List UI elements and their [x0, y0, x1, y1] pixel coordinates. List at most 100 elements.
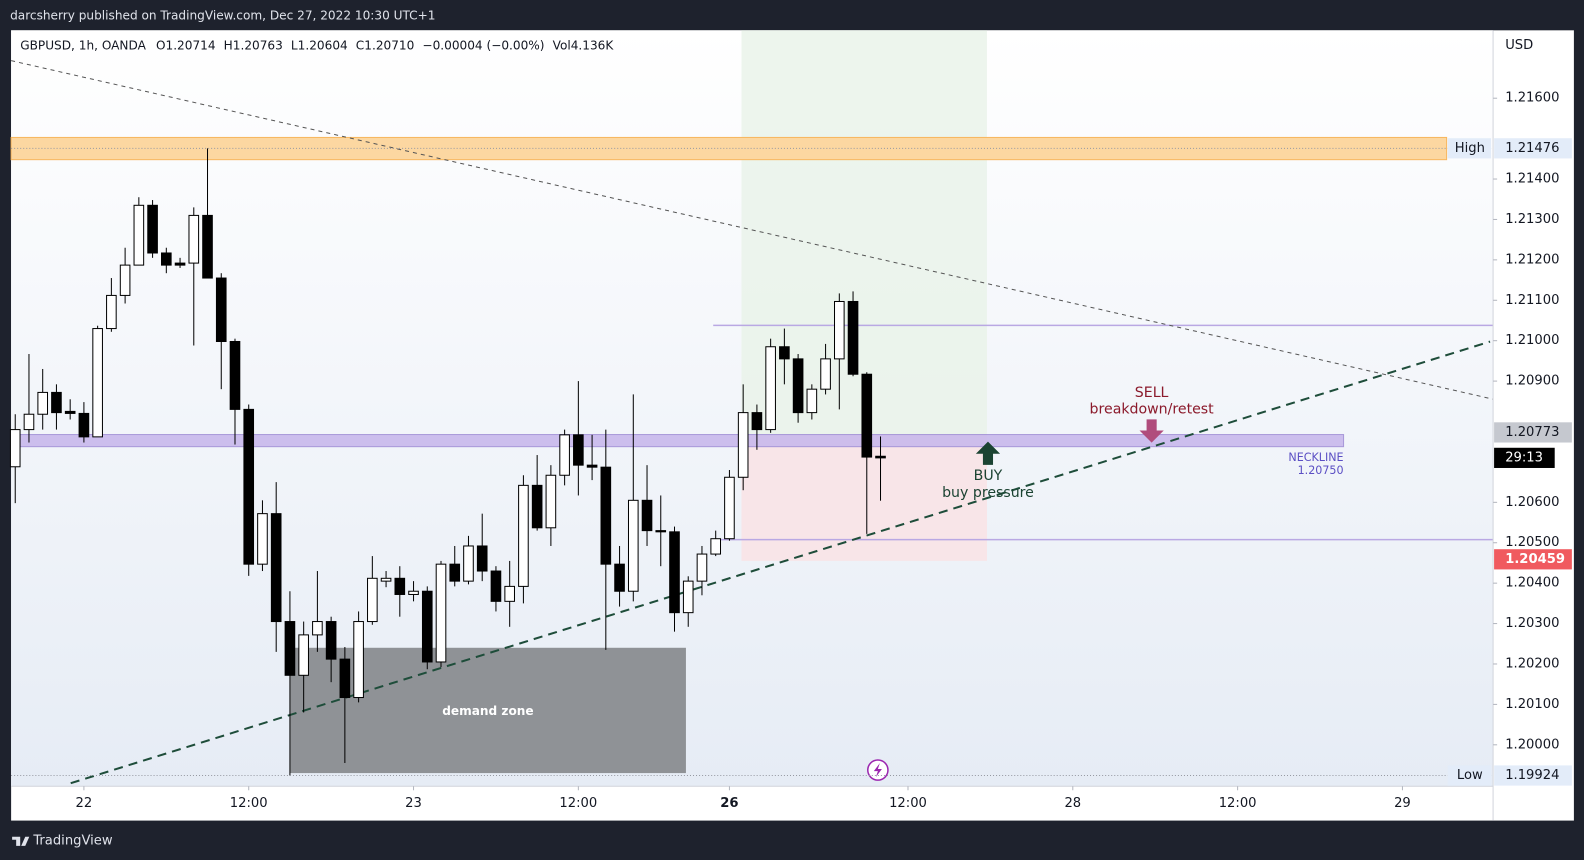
candle-body [463, 545, 474, 582]
price-label-box [1494, 765, 1572, 786]
candle-body [325, 621, 337, 660]
candle-body [339, 658, 351, 699]
event-icon-bolt [873, 762, 882, 778]
candle-body [380, 577, 392, 582]
sell-label: SELL [1135, 385, 1169, 401]
legend-low: L1.20604 [291, 38, 348, 52]
price-label: 1.20773 [1505, 425, 1559, 440]
logo-mark [12, 836, 30, 846]
candle-body [367, 577, 378, 623]
y-tick-label: 1.21200 [1505, 252, 1559, 267]
candle-body [806, 388, 818, 414]
candle-body [119, 264, 131, 296]
buy-note: buy pressure [942, 485, 1034, 501]
candle-body [614, 563, 625, 592]
legend-open: O1.20714 [156, 38, 216, 52]
axes: 1.21600 1.21400 1.21300 1.21200 1.21100 1.210… [11, 91, 1572, 811]
countdown-box [1494, 447, 1555, 468]
x-tick-label: 28 [1064, 796, 1081, 811]
legend-close: C1.20710 [356, 38, 415, 52]
price-label: 1.21476 [1505, 141, 1559, 156]
trend-line [70, 340, 1491, 785]
candle-body [792, 358, 804, 414]
x-tick-label: 12:00 [559, 796, 597, 811]
candle-body [696, 553, 708, 582]
candle-body [188, 214, 200, 264]
buy-label: BUY [974, 468, 1003, 484]
brand-logo [12, 836, 30, 846]
legend: GBPUSD, 1h, OANDA O1.20714 H1.20763 L1.2060… [20, 38, 614, 52]
y-tick-label: 1.21600 [1505, 91, 1559, 106]
trend-line [10, 60, 1494, 400]
price-label-box [1494, 549, 1572, 570]
candle-body [257, 513, 268, 565]
x-tick-label: 22 [76, 796, 93, 811]
x-tick-label: 29 [1394, 796, 1411, 811]
candle-body [737, 412, 749, 478]
candle-body [518, 484, 529, 587]
y-tick-label: 1.20100 [1505, 697, 1559, 712]
candle-body [243, 408, 255, 565]
y-tick-label: 1.20500 [1505, 535, 1559, 550]
candle-body [724, 476, 735, 540]
y-tick-label: 1.21300 [1505, 212, 1559, 227]
candle-body [147, 204, 158, 254]
legend-change: −0.00004 (−0.00%) [422, 38, 544, 52]
candle-body [312, 621, 323, 636]
sell-arrow [1139, 419, 1164, 443]
legend-symbol: GBPUSD, 1h, OANDA [20, 38, 146, 52]
candle-body [820, 358, 831, 390]
y-tick-label: 1.20900 [1505, 374, 1559, 389]
candle-body [106, 294, 117, 330]
y-tick-label: 1.20000 [1505, 737, 1559, 752]
neckline-zone [17, 434, 1345, 448]
candle-body [202, 214, 213, 279]
candle-body [23, 413, 35, 431]
candle-body [875, 455, 886, 459]
price-tag-box [1447, 765, 1492, 786]
neckline-label: NECKLINE [1288, 451, 1343, 464]
candle-body [627, 499, 639, 592]
candle-body [600, 466, 612, 565]
candle-body [559, 434, 570, 476]
candle-body [421, 590, 433, 663]
candle-body [133, 204, 145, 266]
candle-body [847, 300, 859, 375]
candle-body [573, 434, 584, 466]
candle-body [394, 577, 406, 595]
y-tick-label: 1.20300 [1505, 616, 1559, 631]
candle-body [476, 545, 488, 572]
candle-body [751, 412, 763, 431]
position-target [741, 30, 987, 435]
candle-body [682, 580, 694, 614]
candle-body [92, 328, 103, 438]
candles [9, 148, 886, 776]
y-tick-label: 1.20400 [1505, 576, 1559, 591]
candle-body [833, 300, 845, 360]
price-label: 1.20459 [1505, 552, 1565, 567]
y-tick-label: 1.21400 [1505, 172, 1559, 187]
candle-body [284, 621, 296, 676]
x-tick-label: 12:00 [230, 796, 268, 811]
candle-body [449, 563, 461, 582]
x-tick-label: 26 [720, 796, 738, 811]
legend-high: H1.20763 [224, 38, 283, 52]
candle-body [586, 464, 598, 468]
candle-body [37, 391, 49, 415]
buy-arrow [975, 441, 1001, 465]
author-line: darcsherry published on TradingView.com,… [10, 9, 435, 23]
candle-body [531, 484, 543, 529]
price-label-box [1494, 138, 1572, 159]
x-tick-label: 23 [405, 796, 422, 811]
y-tick-label: 1.20200 [1505, 656, 1559, 671]
y-tick-label: 1.21100 [1505, 293, 1559, 308]
price-label: 1.19924 [1505, 768, 1559, 783]
candle-body [215, 277, 227, 342]
sell-note: breakdown/retest [1090, 401, 1215, 417]
countdown: 29:13 [1505, 450, 1543, 465]
candle-body [229, 340, 241, 410]
legend-volume: Vol4.136K [553, 38, 615, 52]
candle-body [710, 538, 722, 555]
demand-label: demand zone [442, 704, 533, 718]
y-tick-label: 1.20600 [1505, 495, 1559, 510]
